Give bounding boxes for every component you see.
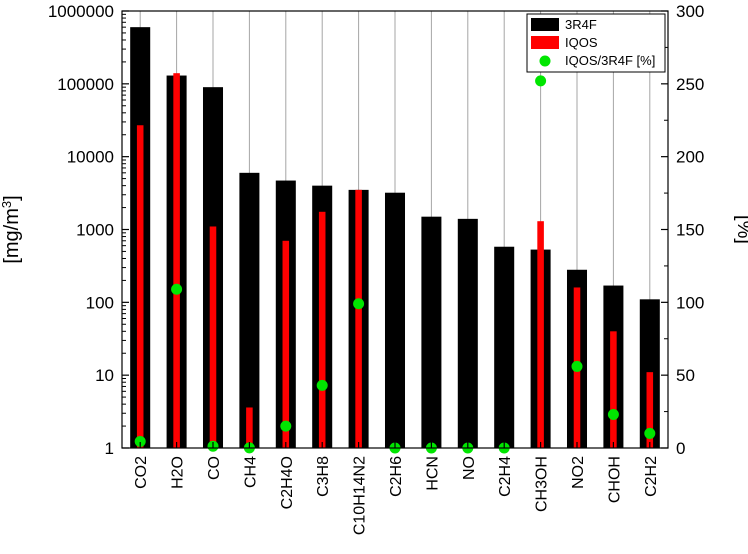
- y-right-tick-label: 200: [676, 148, 704, 167]
- legend-swatch-3r4f: [531, 18, 559, 31]
- x-tick-label-h2o: H2O: [170, 456, 187, 489]
- point-ratio-c2h2: [644, 427, 656, 439]
- bar-iqos-ch3oh: [537, 221, 544, 448]
- bar-iqos-h2o: [173, 73, 180, 448]
- point-ratio-c3h8: [316, 379, 328, 391]
- legend-swatch-iqos: [531, 36, 559, 49]
- y-right-tick-label: 50: [676, 366, 695, 385]
- bar-3r4f-no: [457, 218, 478, 448]
- bar-iqos-c2h2: [646, 372, 654, 448]
- point-ratio-c10h14n2: [353, 298, 365, 310]
- x-tick-label-choh: CHOH: [606, 456, 623, 503]
- x-tick-label-c2h4o: C2H4O: [279, 456, 296, 509]
- point-ratio-choh: [607, 408, 619, 420]
- y-right-tick-label: 150: [676, 221, 704, 240]
- bar-iqos-c3h8: [318, 211, 326, 448]
- bars: [130, 27, 660, 449]
- y-right-tick-label: 0: [676, 439, 685, 458]
- bar-3r4f-ch4: [239, 172, 260, 448]
- bar-3r4f-c2h4: [494, 246, 515, 448]
- ratio-points: [134, 75, 656, 454]
- bar-iqos-co2: [136, 125, 144, 448]
- point-ratio-co2: [134, 435, 146, 447]
- x-tick-label-c2h4: C2H4: [497, 456, 514, 497]
- bar-iqos-choh: [610, 331, 617, 448]
- y-left-tick-label: 10000: [67, 148, 114, 167]
- point-ratio-no2: [571, 360, 583, 372]
- legend-swatch-ratio: [539, 55, 551, 67]
- point-ratio-ch3oh: [535, 75, 547, 87]
- point-ratio-h2o: [171, 283, 183, 295]
- y-right-tick-label: 100: [676, 293, 704, 312]
- bar-3r4f-hcn: [421, 216, 442, 448]
- y-right-tick-label: 250: [676, 75, 704, 94]
- y-axis-left-title: [mg/m3]: [0, 195, 23, 263]
- bar-3r4f-c2h6: [384, 192, 406, 448]
- x-tick-label-no: NO: [461, 456, 478, 480]
- x-tick-label-c3h8: C3H8: [315, 456, 332, 497]
- x-tick-label-no2: NO2: [570, 456, 587, 489]
- x-tick-label-ch4: CH4: [242, 456, 259, 488]
- legend-label-ratio: IQOS/3R4F [%]: [565, 53, 655, 68]
- point-ratio-c2h4o: [280, 420, 292, 432]
- x-tick-label-co: CO: [206, 456, 223, 480]
- y-right-tick-label: 300: [676, 2, 704, 21]
- bar-iqos-co: [209, 226, 217, 448]
- x-tick-label-c10h14n2: C10H14N2: [352, 456, 369, 535]
- x-tick-label-hcn: HCN: [424, 456, 441, 491]
- x-tick-label-c2h2: C2H2: [643, 456, 660, 497]
- y-left-tick-label: 1: [105, 439, 114, 458]
- y-left-tick-label: 10: [95, 366, 114, 385]
- x-tick-label-ch3oh: CH3OH: [534, 456, 551, 512]
- legend-label-iqos: IQOS: [565, 35, 598, 50]
- legend: 3R4F IQOS IQOS/3R4F [%]: [526, 13, 666, 73]
- y-left-tick-label: 100: [86, 293, 114, 312]
- x-tick-label-c2h6: C2H6: [388, 456, 405, 497]
- y-left-tick-label: 1000000: [48, 2, 114, 21]
- x-tick-label-co2: CO2: [133, 456, 150, 489]
- bar-iqos-c2h4o: [282, 240, 290, 448]
- legend-label-3r4f: 3R4F: [565, 17, 597, 32]
- y-axis-right-title: [%]: [733, 215, 748, 244]
- y-left-tick-label: 1000: [76, 221, 114, 240]
- axis-ticks: [122, 10, 668, 449]
- axis-labels: 1 10 100 1000 10000 100000 1000000 0 50 100 150 200…: [48, 2, 705, 535]
- y-left-tick-label: 100000: [57, 75, 114, 94]
- bar-iqos-c10h14n2: [355, 189, 362, 448]
- bar-iqos-ch4: [246, 407, 253, 448]
